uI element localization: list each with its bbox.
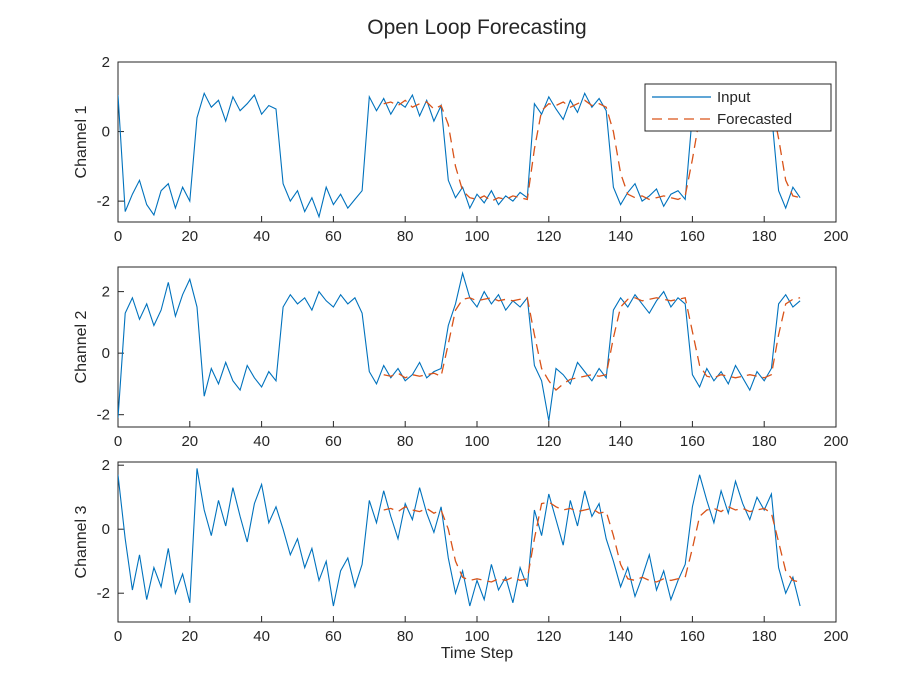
x-tick-label: 120 — [536, 433, 561, 450]
x-tick-label: 100 — [464, 228, 489, 245]
channel-1-axes: 0 20 40 60 80 100 120 140 160 180 200 -2 0 2 — [97, 54, 849, 245]
x-tick-label: 60 — [325, 433, 342, 450]
figure-title: Open Loop Forecasting — [367, 16, 586, 39]
x-tick-label: 0 — [114, 228, 122, 245]
x-tick-label: 80 — [397, 228, 414, 245]
channel-3-forecast-line — [383, 501, 801, 583]
legend-input-label: Input — [717, 89, 751, 106]
channel-2-axes: 0 20 40 60 80 100 120 140 160 180 200-202 — [97, 266, 849, 450]
x-tick-label: 40 — [253, 433, 270, 450]
channel-2-input-line — [118, 271, 801, 421]
legend-forecasted-label: Forecasted — [717, 111, 792, 128]
x-tick-label: 20 — [181, 228, 198, 245]
channel-3-axes: 0 20 40 60 80 100 120 140 160 180 200 -2 0 2 — [97, 457, 849, 645]
x-tick-label: 140 — [608, 228, 633, 245]
x-tick-label: 160 — [680, 228, 705, 245]
channel-3-input-line — [118, 468, 801, 607]
x-tick-label: 120 — [536, 628, 561, 645]
channel-1-input-line — [118, 91, 801, 219]
x-tick-label: 200 — [823, 628, 848, 645]
y-tick-label: -2 — [97, 407, 110, 424]
x-tick-label: 160 — [680, 628, 705, 645]
ylabel-channel-1: Channel 1 — [73, 105, 90, 178]
x-tick-label: 40 — [253, 628, 270, 645]
y-tick-label: 0 — [102, 124, 110, 141]
ylabel-channel-3: Channel 3 — [73, 505, 90, 578]
x-tick-label: 140 — [608, 433, 633, 450]
y-tick-label: 2 — [102, 284, 110, 301]
x-tick-label: 200 — [823, 228, 848, 245]
x-tick-label: 40 — [253, 228, 270, 245]
y-tick-label: 0 — [102, 345, 110, 362]
xlabel-time-step: Time Step — [441, 645, 513, 662]
x-tick-label: 60 — [325, 628, 342, 645]
x-tick-label: 80 — [397, 628, 414, 645]
y-tick-label: 2 — [102, 457, 110, 474]
x-tick-label: 0 — [114, 433, 122, 450]
x-tick-label: 100 — [464, 433, 489, 450]
x-tick-label: 60 — [325, 228, 342, 245]
x-tick-label: 0 — [114, 628, 122, 645]
x-tick-label: 180 — [752, 228, 777, 245]
x-tick-label: 20 — [181, 433, 198, 450]
legend-box: Input Forecasted — [644, 83, 832, 132]
x-tick-label: 120 — [536, 228, 561, 245]
axes-box — [117, 461, 837, 623]
y-tick-label: 0 — [102, 521, 110, 538]
x-tick-label: 200 — [823, 433, 848, 450]
x-tick-label: 140 — [608, 628, 633, 645]
axes-box — [117, 266, 837, 428]
y-tick-label: 2 — [102, 54, 110, 71]
x-tick-label: 100 — [464, 628, 489, 645]
x-tick-label: 180 — [752, 433, 777, 450]
legend-frame — [644, 83, 832, 132]
ylabel-channel-2: Channel 2 — [73, 310, 90, 383]
x-tick-label: 180 — [752, 628, 777, 645]
y-tick-label: -2 — [97, 193, 110, 210]
y-tick-label: -2 — [97, 585, 110, 602]
channel-2-forecast-line — [383, 297, 801, 392]
x-tick-label: 80 — [397, 433, 414, 450]
x-tick-label: 160 — [680, 433, 705, 450]
x-tick-label: 20 — [181, 628, 198, 645]
